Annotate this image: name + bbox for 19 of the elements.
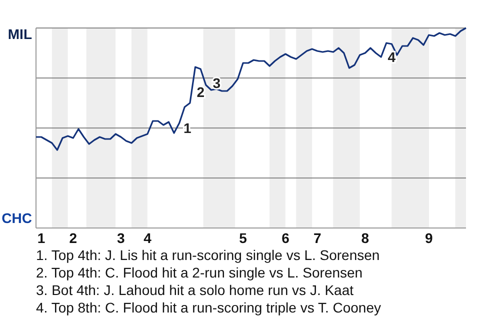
text: 4. Top 8th: C. Flood hit a run-scoring triple vs T. Cooney <box>36 300 381 316</box>
x-tick-label: 6 <box>282 230 290 246</box>
x-tick-label: 7 <box>313 230 322 246</box>
annotation: 1 <box>183 120 192 136</box>
x-tick-label: 4 <box>144 230 152 246</box>
text: 2. Top 4th: C. Flood hit a 2-run single vs L. Sorensen <box>36 264 363 280</box>
annotation: 2 <box>196 84 205 100</box>
x-tick-label: 8 <box>361 230 370 246</box>
annotation: 3 <box>212 75 221 91</box>
text: CHC <box>2 210 32 226</box>
x-tick-label: 9 <box>424 230 433 246</box>
text: MIL <box>8 26 32 42</box>
x-tick-label: 1 <box>37 230 46 246</box>
x-tick-label: 5 <box>239 230 248 246</box>
x-tick-label: 3 <box>117 230 126 246</box>
annotation: 4 <box>388 49 396 65</box>
text: 1. Top 4th: J. Lis hit a run-scoring single vs L. Sorensen <box>36 247 380 263</box>
x-tick-label: 2 <box>69 230 78 246</box>
text: 3. Bot 4th: J. Lahoud hit a solo home run vs J. Kaat <box>36 282 354 298</box>
